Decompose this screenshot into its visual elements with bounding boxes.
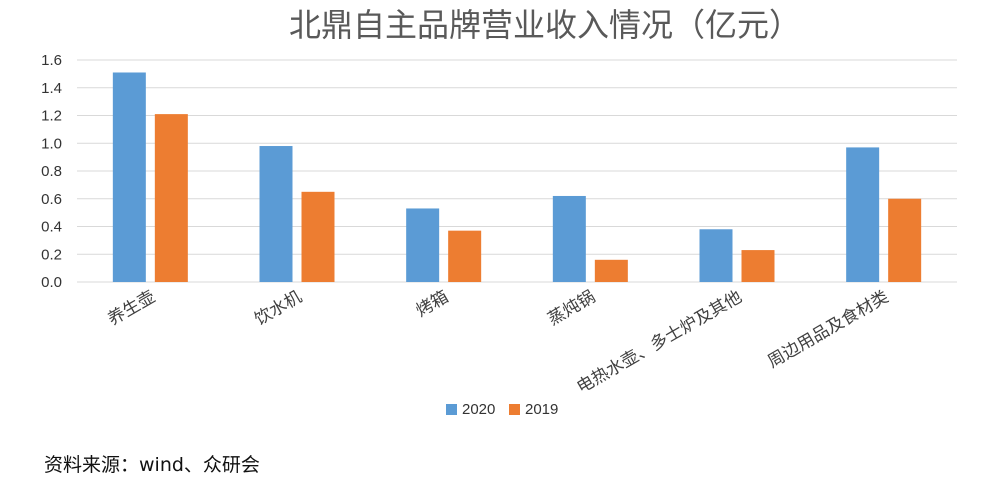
- legend-label: 2020: [462, 401, 495, 418]
- y-tick-label: 0.0: [41, 274, 62, 291]
- category-label: 周边用品及食材类: [764, 287, 892, 372]
- y-tick-label: 0.4: [41, 219, 62, 236]
- y-tick-label: 0.8: [41, 163, 62, 180]
- legend-swatch-2020: [446, 404, 457, 415]
- y-tick-label: 0.6: [41, 191, 62, 208]
- category-label: 饮水机: [251, 287, 305, 330]
- bar-2020-1: [259, 146, 293, 282]
- chart-title: 北鼎自主品牌营业收入情况（亿元）: [289, 6, 801, 44]
- bar-2019-1: [301, 191, 335, 282]
- bar-2019-2: [448, 230, 482, 282]
- y-axis-ticks: 0.0 0.2 0.4 0.6 0.8 1.0 1.2 1.4 1.6: [41, 52, 62, 291]
- category-label: 蒸炖锅: [545, 287, 599, 330]
- legend: 2020 2019: [446, 401, 558, 418]
- bars: [112, 72, 922, 282]
- bar-2019-5: [888, 198, 922, 282]
- bar-2019-4: [741, 250, 775, 282]
- bar-2020-5: [846, 147, 880, 282]
- y-tick-label: 1.2: [41, 108, 62, 125]
- bar-2019-0: [154, 114, 188, 282]
- legend-label: 2019: [525, 401, 558, 418]
- legend-swatch-2019: [509, 404, 520, 415]
- category-label: 烤箱: [413, 287, 452, 321]
- bar-2020-3: [552, 195, 586, 282]
- bar-2019-3: [594, 259, 628, 282]
- gridlines: [77, 59, 957, 283]
- source-note: 资料来源：wind、众研会: [44, 454, 260, 476]
- y-tick-label: 1.0: [41, 135, 62, 152]
- bar-2020-4: [699, 229, 733, 282]
- y-tick-label: 1.4: [41, 80, 62, 97]
- category-label: 电热水壶、多士炉及其他: [574, 287, 746, 398]
- bar-2020-2: [406, 208, 440, 282]
- category-label: 养生壶: [105, 287, 159, 330]
- y-tick-label: 0.2: [41, 246, 62, 263]
- y-tick-label: 1.6: [41, 52, 62, 69]
- bar-2020-0: [112, 72, 146, 282]
